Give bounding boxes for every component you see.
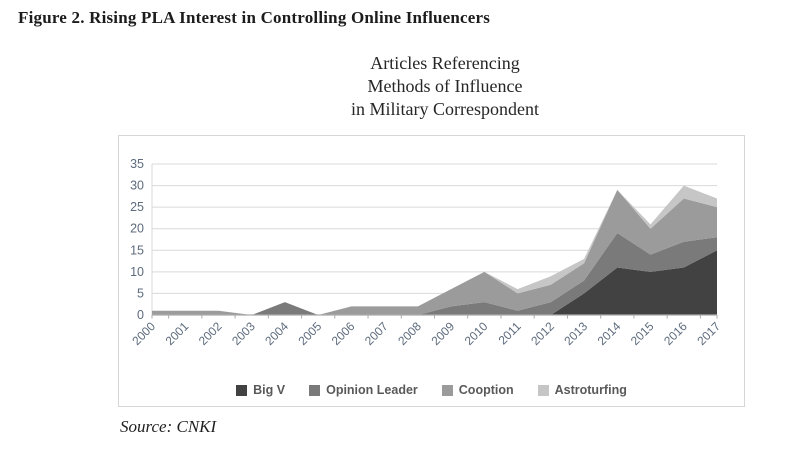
legend-label: Big V [253, 383, 286, 397]
legend-label: Astroturfing [554, 383, 627, 397]
legend-item-astroturfing: Astroturfing [537, 383, 627, 397]
svg-text:2009: 2009 [428, 319, 457, 348]
chart-title-line-3: in Military Correspondent [351, 99, 539, 119]
svg-text:2012: 2012 [528, 319, 557, 348]
svg-text:2006: 2006 [329, 319, 358, 348]
svg-text:2004: 2004 [262, 319, 291, 348]
legend-item-opinion-leader: Opinion Leader [309, 383, 418, 397]
legend-swatch [309, 384, 321, 396]
svg-text:5: 5 [137, 286, 144, 300]
svg-text:2001: 2001 [163, 319, 192, 348]
chart-legend: Big V Opinion Leader Cooption Astroturfi… [119, 383, 744, 397]
svg-text:10: 10 [130, 265, 144, 279]
svg-text:25: 25 [130, 200, 144, 214]
svg-text:2010: 2010 [462, 319, 491, 348]
chart-title-line-1: Articles Referencing [370, 53, 520, 73]
legend-item-cooption: Cooption [441, 383, 514, 397]
svg-text:2002: 2002 [196, 319, 225, 348]
svg-text:2017: 2017 [694, 319, 723, 348]
legend-swatch [441, 384, 453, 396]
chart-title: Articles Referencing Methods of Influenc… [255, 52, 635, 121]
legend-label: Opinion Leader [326, 383, 418, 397]
chart-title-line-2: Methods of Influence [367, 76, 523, 96]
svg-text:2005: 2005 [296, 319, 325, 348]
legend-swatch [537, 384, 549, 396]
chart-frame: 0 5 10 15 20 25 30 35 2000 2001 2002 2003 2004 2005 20… [118, 135, 745, 407]
svg-text:20: 20 [130, 222, 144, 236]
source-note: Source: CNKI [120, 417, 217, 436]
svg-text:2015: 2015 [628, 319, 657, 348]
svg-text:30: 30 [130, 179, 144, 193]
svg-text:2014: 2014 [595, 319, 624, 348]
svg-text:2016: 2016 [661, 319, 690, 348]
legend-label: Cooption [458, 383, 514, 397]
svg-text:0: 0 [137, 308, 144, 322]
svg-text:35: 35 [130, 157, 144, 171]
svg-text:15: 15 [130, 243, 144, 257]
legend-item-big-v: Big V [236, 383, 285, 397]
figure-title: Figure 2. Rising PLA Interest in Control… [18, 8, 491, 27]
svg-text:2008: 2008 [395, 319, 424, 348]
svg-text:2013: 2013 [561, 319, 590, 348]
svg-text:2011: 2011 [496, 319, 524, 347]
svg-text:2003: 2003 [229, 319, 258, 348]
legend-swatch [236, 384, 248, 396]
svg-text:2000: 2000 [129, 319, 158, 348]
svg-text:2007: 2007 [362, 319, 391, 348]
